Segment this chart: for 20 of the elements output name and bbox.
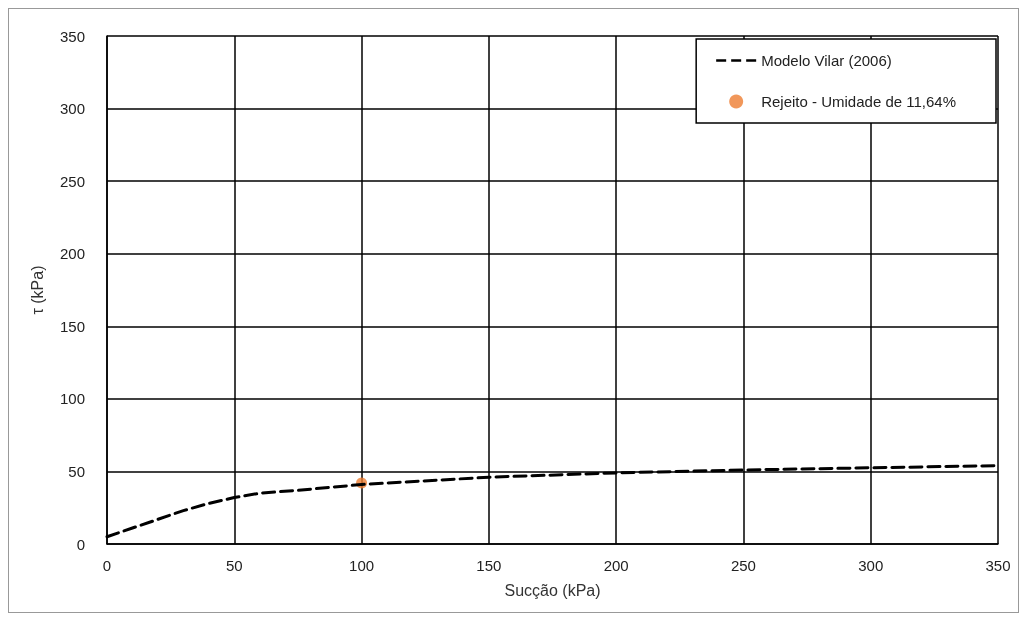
legend-label: Rejeito - Umidade de 11,64% [761,93,957,110]
y-tick-label: 50 [68,462,85,480]
x-tick-label: 0 [102,557,112,574]
x-tick-label: 250 [730,557,756,574]
y-axis-title: τ (kPa) [28,265,46,315]
y-tick-label: 200 [59,245,85,263]
y-tick-label: 150 [59,317,85,335]
y-tick-label: 250 [59,172,85,190]
x-tick-label: 100 [349,557,375,574]
y-tick-label: 100 [59,390,85,408]
y-tick-label: 0 [76,535,85,553]
x-axis-title: Sucção (kPa) [504,581,601,599]
x-tick-label: 150 [476,557,502,574]
x-tick-label: 350 [985,557,1011,574]
y-tick-label: 300 [59,100,85,118]
x-tick-label: 300 [858,557,884,574]
y-tick-label: 350 [59,27,85,45]
x-tick-label: 200 [603,557,629,574]
legend-label: Modelo Vilar (2006) [761,52,892,69]
x-tick-label: 50 [225,557,243,574]
